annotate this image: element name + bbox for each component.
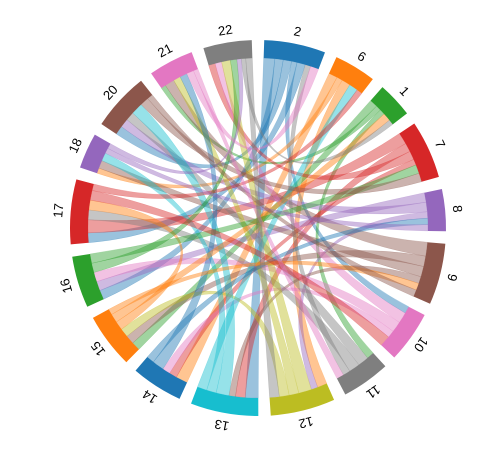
group-label: 8 bbox=[450, 204, 466, 213]
group-label: 2 bbox=[293, 23, 303, 39]
ribbon bbox=[315, 109, 385, 359]
group-arc bbox=[370, 87, 408, 125]
ribbon bbox=[96, 77, 343, 189]
ribbon bbox=[285, 61, 410, 314]
ribbon bbox=[221, 59, 312, 394]
group-arc bbox=[70, 179, 94, 245]
group-arc bbox=[328, 57, 373, 94]
group-label: 9 bbox=[444, 272, 460, 283]
group-arc bbox=[413, 242, 446, 304]
group-label: 12 bbox=[297, 414, 315, 432]
group-arc bbox=[92, 309, 139, 363]
group-arc bbox=[269, 383, 335, 416]
group-label: 7 bbox=[432, 138, 449, 151]
group-arc bbox=[263, 40, 325, 70]
group-arc bbox=[80, 134, 111, 174]
group-label: 13 bbox=[213, 417, 230, 434]
ribbon bbox=[101, 152, 226, 394]
ribbon bbox=[132, 100, 377, 350]
group-label: 10 bbox=[411, 334, 432, 354]
group-arc bbox=[135, 356, 188, 399]
group-label: 20 bbox=[100, 82, 121, 103]
ribbon bbox=[162, 287, 394, 374]
group-arc bbox=[336, 353, 386, 395]
group-label: 14 bbox=[140, 387, 160, 407]
ribbon bbox=[99, 58, 284, 300]
ribbon bbox=[228, 265, 422, 397]
group-arc bbox=[101, 80, 153, 135]
ribbon bbox=[244, 57, 276, 399]
group-arc bbox=[151, 52, 198, 89]
group-arc bbox=[424, 188, 446, 232]
ribbon bbox=[208, 63, 414, 180]
group-label: 6 bbox=[355, 48, 369, 65]
ribbon bbox=[91, 59, 240, 273]
group-arc bbox=[399, 123, 439, 182]
ribbon bbox=[153, 73, 218, 370]
group-label: 11 bbox=[364, 382, 384, 402]
group-label: 21 bbox=[155, 40, 175, 60]
group-arc bbox=[72, 253, 104, 307]
group-arc bbox=[203, 40, 253, 66]
group-arc bbox=[191, 386, 259, 416]
ribbons bbox=[87, 57, 429, 399]
ribbon bbox=[160, 85, 381, 165]
group-label: 18 bbox=[65, 136, 85, 155]
group-arc bbox=[381, 306, 425, 358]
group-label: 22 bbox=[217, 22, 234, 39]
group-label: 15 bbox=[88, 339, 109, 360]
ribbon bbox=[292, 79, 351, 388]
group-label: 17 bbox=[50, 203, 66, 219]
group-label: 1 bbox=[397, 83, 413, 99]
ribbon bbox=[115, 59, 292, 168]
ribbon bbox=[176, 73, 338, 383]
ribbon bbox=[197, 84, 358, 391]
group-label: 16 bbox=[57, 277, 76, 295]
